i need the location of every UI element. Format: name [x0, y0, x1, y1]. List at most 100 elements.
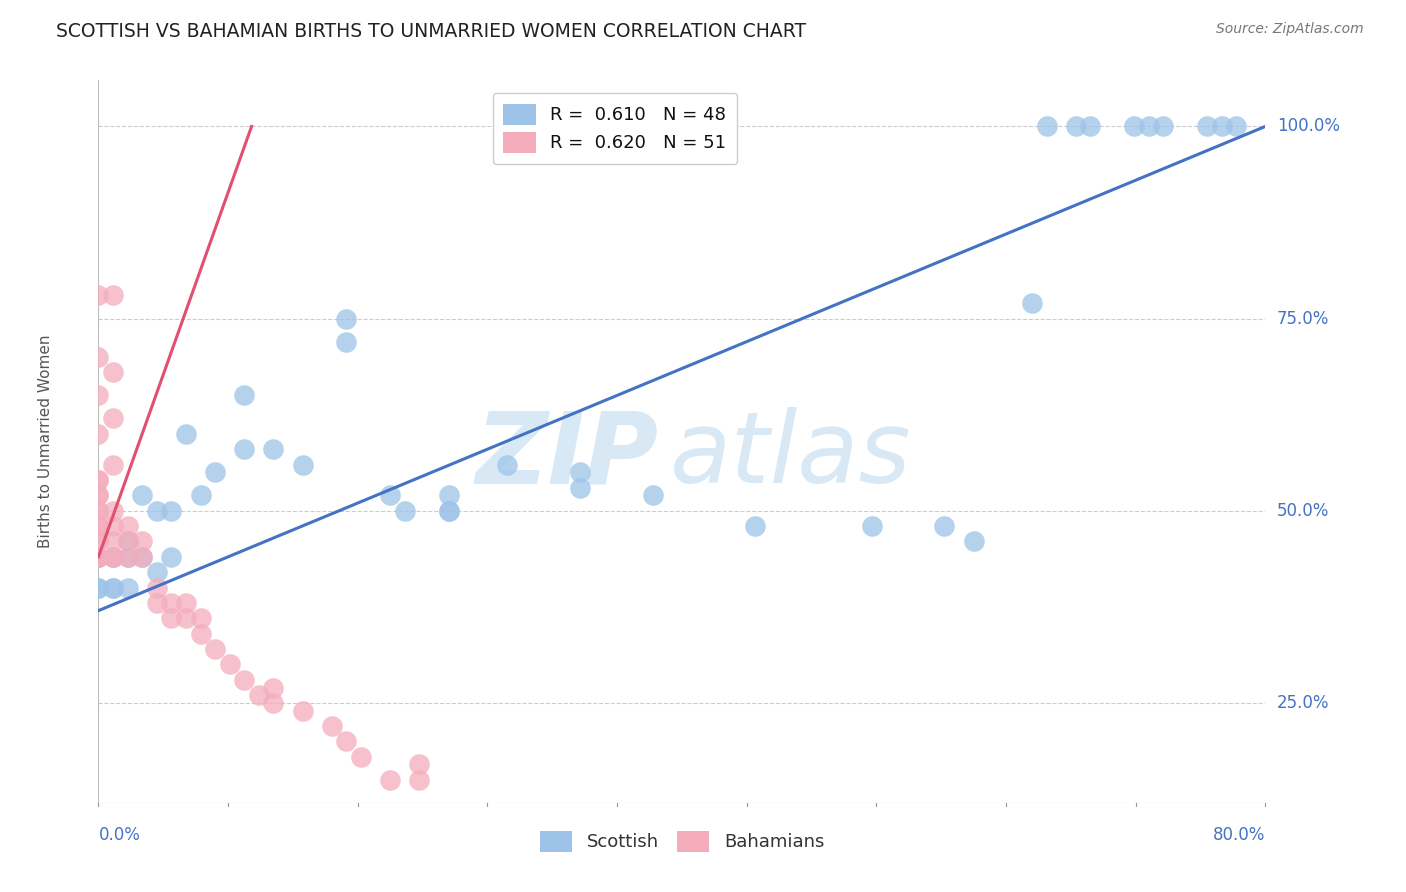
Point	[496, 458, 519, 472]
Point	[87, 549, 110, 564]
Point	[174, 596, 197, 610]
Point	[1195, 120, 1218, 134]
Point	[335, 734, 357, 748]
Point	[744, 519, 766, 533]
Point	[146, 596, 169, 610]
Text: 100.0%: 100.0%	[1277, 118, 1340, 136]
Point	[233, 673, 256, 687]
Point	[87, 488, 110, 502]
Point	[101, 581, 124, 595]
Point	[190, 611, 212, 625]
Point	[87, 504, 110, 518]
Point	[380, 488, 402, 502]
Point	[335, 334, 357, 349]
Point	[1225, 120, 1247, 134]
Point	[131, 488, 153, 502]
Point	[262, 681, 284, 695]
Point	[117, 549, 139, 564]
Point	[568, 465, 591, 479]
Point	[87, 350, 110, 364]
Point	[131, 549, 153, 564]
Point	[408, 757, 430, 772]
Point	[87, 581, 110, 595]
Legend: Scottish, Bahamians: Scottish, Bahamians	[533, 823, 831, 859]
Point	[1035, 120, 1057, 134]
Point	[218, 657, 240, 672]
Point	[101, 549, 124, 564]
Point	[87, 549, 110, 564]
Point	[146, 565, 169, 579]
Point	[174, 611, 197, 625]
Point	[101, 581, 124, 595]
Point	[437, 504, 460, 518]
Point	[1211, 120, 1233, 134]
Point	[101, 458, 124, 472]
Point	[117, 549, 139, 564]
Point	[87, 581, 110, 595]
Point	[233, 442, 256, 457]
Point	[87, 504, 110, 518]
Point	[101, 411, 124, 425]
Point	[380, 772, 402, 787]
Point	[1123, 120, 1146, 134]
Text: 80.0%: 80.0%	[1213, 826, 1265, 844]
Point	[160, 596, 183, 610]
Point	[860, 519, 883, 533]
Point	[190, 626, 212, 640]
Point	[1064, 120, 1087, 134]
Point	[160, 504, 183, 518]
Point	[321, 719, 343, 733]
Point	[117, 534, 139, 549]
Point	[291, 704, 314, 718]
Point	[335, 311, 357, 326]
Point	[146, 504, 169, 518]
Point	[1080, 120, 1102, 134]
Point	[101, 504, 124, 518]
Point	[87, 534, 110, 549]
Point	[87, 519, 110, 533]
Point	[117, 534, 139, 549]
Point	[1137, 120, 1160, 134]
Point	[87, 488, 110, 502]
Point	[101, 288, 124, 302]
Point	[291, 458, 314, 472]
Point	[408, 772, 430, 787]
Point	[437, 504, 460, 518]
Text: SCOTTISH VS BAHAMIAN BIRTHS TO UNMARRIED WOMEN CORRELATION CHART: SCOTTISH VS BAHAMIAN BIRTHS TO UNMARRIED…	[56, 22, 807, 41]
Text: 75.0%: 75.0%	[1277, 310, 1330, 327]
Text: 25.0%: 25.0%	[1277, 694, 1330, 712]
Point	[394, 504, 416, 518]
Point	[87, 534, 110, 549]
Point	[233, 388, 256, 402]
Point	[87, 519, 110, 533]
Point	[146, 581, 169, 595]
Point	[262, 696, 284, 710]
Point	[641, 488, 664, 502]
Point	[87, 288, 110, 302]
Point	[1021, 296, 1043, 310]
Point	[962, 534, 984, 549]
Point	[247, 688, 270, 702]
Text: Births to Unmarried Women: Births to Unmarried Women	[38, 334, 53, 549]
Point	[262, 442, 284, 457]
Text: 0.0%: 0.0%	[98, 826, 141, 844]
Point	[568, 481, 591, 495]
Point	[87, 473, 110, 487]
Point	[101, 534, 124, 549]
Point	[437, 488, 460, 502]
Text: atlas: atlas	[671, 408, 912, 505]
Point	[87, 388, 110, 402]
Text: 50.0%: 50.0%	[1277, 501, 1330, 520]
Point	[131, 534, 153, 549]
Point	[190, 488, 212, 502]
Point	[87, 473, 110, 487]
Point	[101, 549, 124, 564]
Text: ZIP: ZIP	[475, 408, 658, 505]
Point	[160, 611, 183, 625]
Point	[160, 549, 183, 564]
Point	[117, 519, 139, 533]
Point	[350, 749, 373, 764]
Point	[101, 549, 124, 564]
Point	[131, 549, 153, 564]
Point	[1152, 120, 1174, 134]
